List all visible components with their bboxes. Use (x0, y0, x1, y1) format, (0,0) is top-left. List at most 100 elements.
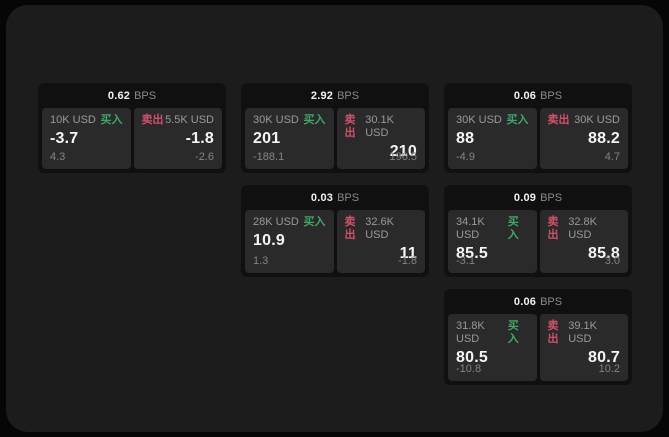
buy-delta: -3.1 (456, 255, 475, 267)
bps-quote-card: 2.92 BPS 30K USD 买入 201 -188.1 卖出 30.1K … (241, 83, 429, 173)
sell-delta: 4.7 (604, 151, 620, 163)
bps-value: 2.92 (310, 89, 334, 102)
sell-amount: 30K USD (574, 114, 620, 126)
card-header: 0.06 BPS (448, 289, 628, 314)
bps-value: 0.62 (107, 89, 131, 102)
buy-delta: -188.1 (253, 151, 285, 163)
buy-panel-top: 30K USD 买入 (456, 114, 529, 127)
sell-amount: 5.5K USD (165, 114, 214, 126)
sell-panel-top: 卖出 39.1K USD (548, 320, 621, 346)
buy-price: 88 (456, 130, 475, 147)
sell-side-label: 卖出 (547, 216, 559, 241)
sell-delta: 196.5 (389, 151, 417, 163)
bps-unit-label: BPS (540, 89, 563, 102)
sell-delta: 10.2 (598, 363, 620, 375)
sell-price: 210 (389, 143, 417, 160)
bps-quote-card: 0.06 BPS 30K USD 买入 88 -4.9 卖出 30K USD 8… (444, 83, 632, 173)
sell-delta: 3.0 (604, 255, 620, 267)
buy-panel[interactable]: 30K USD 买入 88 -4.9 (448, 108, 537, 169)
buy-amount: 30K USD (253, 114, 299, 126)
buy-delta: -4.9 (456, 151, 475, 163)
buy-side-label: 买入 (100, 114, 123, 126)
sell-amount: 30.1K USD (365, 114, 394, 139)
bps-unit-label: BPS (337, 89, 360, 102)
buy-side-label: 买入 (507, 320, 519, 345)
sell-amount: 32.6K USD (365, 216, 394, 241)
buy-amount: 28K USD (253, 216, 299, 228)
buy-price: 201 (253, 130, 281, 147)
buy-panel-top: 28K USD 买入 (253, 216, 326, 229)
bps-unit-label: BPS (540, 191, 563, 204)
sell-delta: -1.8 (398, 255, 417, 267)
buy-amount: 30K USD (456, 114, 502, 126)
buy-side-label: 买入 (303, 216, 326, 228)
sell-side-label: 卖出 (344, 216, 356, 241)
buy-price: 10.9 (253, 232, 285, 249)
bps-unit-label: BPS (337, 191, 360, 204)
bps-value: 0.09 (513, 191, 537, 204)
buy-amount: 31.8K USD (456, 320, 485, 345)
bps-value: 0.03 (310, 191, 334, 204)
buy-panel[interactable]: 28K USD 买入 10.9 1.3 (245, 210, 334, 273)
buy-panel[interactable]: 30K USD 买入 201 -188.1 (245, 108, 334, 169)
buy-amount: 10K USD (50, 114, 96, 126)
buy-price: 85.5 (456, 245, 488, 262)
sell-panel[interactable]: 卖出 5.5K USD -1.8 -2.6 (133, 108, 222, 169)
card-body: 30K USD 买入 201 -188.1 卖出 30.1K USD 210 1… (245, 108, 425, 169)
sell-panel[interactable]: 卖出 32.6K USD 11 -1.8 (336, 210, 425, 273)
sell-side-label: 卖出 (547, 320, 559, 345)
sell-panel-top: 卖出 5.5K USD (142, 114, 215, 127)
buy-delta: -10.8 (456, 363, 482, 375)
card-body: 34.1K USD 买入 85.5 -3.1 卖出 32.8K USD 85.8… (448, 210, 628, 273)
bps-unit-label: BPS (540, 295, 563, 308)
bps-unit-label: BPS (134, 89, 157, 102)
card-body: 30K USD 买入 88 -4.9 卖出 30K USD 88.2 4.7 (448, 108, 628, 169)
buy-panel[interactable]: 31.8K USD 买入 80.5 -10.8 (448, 314, 537, 381)
card-header: 0.03 BPS (245, 185, 425, 210)
buy-side-label: 买入 (507, 216, 519, 241)
buy-amount: 34.1K USD (456, 216, 485, 241)
sell-price: 85.8 (588, 245, 620, 262)
sell-side-label: 卖出 (344, 114, 356, 139)
sell-price: 11 (399, 245, 417, 262)
sell-amount: 39.1K USD (568, 320, 597, 345)
buy-panel[interactable]: 34.1K USD 买入 85.5 -3.1 (448, 210, 537, 273)
bps-value: 0.06 (513, 89, 537, 102)
buy-panel-top: 30K USD 买入 (253, 114, 326, 127)
sell-price: 80.7 (588, 349, 620, 366)
buy-panel-top: 31.8K USD 买入 (456, 320, 529, 346)
sell-panel-top: 卖出 32.6K USD (345, 216, 418, 242)
sell-price: 88.2 (588, 130, 620, 147)
bps-quote-card: 0.62 BPS 10K USD 买入 -3.7 4.3 卖出 5.5K USD… (38, 83, 226, 173)
sell-price: -1.8 (185, 130, 214, 147)
sell-side-label: 卖出 (141, 114, 164, 126)
sell-panel[interactable]: 卖出 32.8K USD 85.8 3.0 (539, 210, 628, 273)
bps-quote-card: 0.09 BPS 34.1K USD 买入 85.5 -3.1 卖出 32.8K… (444, 185, 632, 277)
card-header: 0.09 BPS (448, 185, 628, 210)
buy-price: -3.7 (50, 130, 79, 147)
sell-panel[interactable]: 卖出 30K USD 88.2 4.7 (539, 108, 628, 169)
bps-quote-card: 0.06 BPS 31.8K USD 买入 80.5 -10.8 卖出 39.1… (444, 289, 632, 385)
sell-panel[interactable]: 卖出 30.1K USD 210 196.5 (336, 108, 425, 169)
buy-panel-top: 10K USD 买入 (50, 114, 123, 127)
sell-delta: -2.6 (195, 151, 214, 163)
buy-delta: 4.3 (50, 151, 66, 163)
sell-panel[interactable]: 卖出 39.1K USD 80.7 10.2 (539, 314, 628, 381)
bps-value: 0.06 (513, 295, 537, 308)
buy-delta: 1.3 (253, 255, 269, 267)
sell-panel-top: 卖出 30K USD (548, 114, 621, 127)
buy-panel-top: 34.1K USD 买入 (456, 216, 529, 242)
buy-side-label: 买入 (506, 114, 529, 126)
bps-quote-card: 0.03 BPS 28K USD 买入 10.9 1.3 卖出 32.6K US… (241, 185, 429, 277)
app-window: 0.62 BPS 10K USD 买入 -3.7 4.3 卖出 5.5K USD… (6, 5, 663, 432)
buy-price: 80.5 (456, 349, 488, 366)
quote-cards-grid: 0.62 BPS 10K USD 买入 -3.7 4.3 卖出 5.5K USD… (38, 83, 632, 385)
card-header: 0.62 BPS (42, 83, 222, 108)
card-header: 0.06 BPS (448, 83, 628, 108)
card-body: 28K USD 买入 10.9 1.3 卖出 32.6K USD 11 -1.8 (245, 210, 425, 273)
buy-panel[interactable]: 10K USD 买入 -3.7 4.3 (42, 108, 131, 169)
sell-panel-top: 卖出 32.8K USD (548, 216, 621, 242)
sell-amount: 32.8K USD (568, 216, 597, 241)
card-body: 31.8K USD 买入 80.5 -10.8 卖出 39.1K USD 80.… (448, 314, 628, 381)
sell-side-label: 卖出 (547, 114, 570, 126)
